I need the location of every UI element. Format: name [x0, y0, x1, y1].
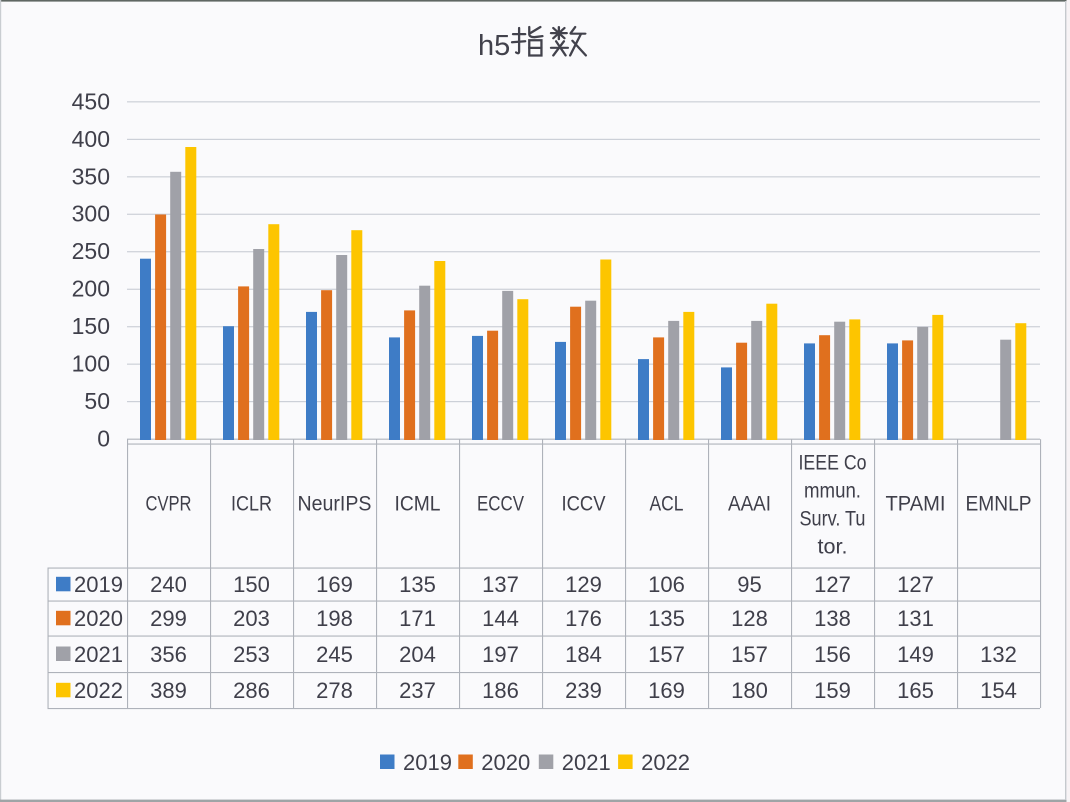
- svg-text:ICML: ICML: [395, 492, 441, 516]
- svg-text:389: 389: [150, 678, 187, 703]
- svg-text:mmun.: mmun.: [804, 479, 861, 503]
- svg-text:165: 165: [897, 678, 934, 703]
- svg-text:Surv. Tu: Surv. Tu: [800, 507, 866, 531]
- svg-text:450: 450: [72, 88, 110, 114]
- svg-text:245: 245: [316, 642, 353, 667]
- svg-text:2020: 2020: [481, 750, 530, 775]
- svg-text:ACL: ACL: [650, 492, 684, 516]
- svg-text:204: 204: [399, 642, 436, 667]
- svg-text:2022: 2022: [641, 750, 690, 775]
- svg-text:171: 171: [399, 606, 436, 631]
- svg-text:2019: 2019: [403, 750, 452, 775]
- svg-text:AAAI: AAAI: [728, 492, 771, 516]
- svg-text:128: 128: [731, 606, 768, 631]
- svg-text:200: 200: [72, 276, 110, 302]
- svg-text:127: 127: [814, 572, 851, 597]
- svg-text:ICLR: ICLR: [231, 492, 272, 516]
- svg-text:CVPR: CVPR: [146, 492, 192, 516]
- svg-text:300: 300: [72, 201, 110, 227]
- svg-text:203: 203: [233, 606, 270, 631]
- svg-text:278: 278: [316, 678, 353, 703]
- svg-text:184: 184: [565, 642, 602, 667]
- svg-text:2022: 2022: [74, 678, 123, 703]
- svg-text:144: 144: [482, 606, 519, 631]
- svg-text:2021: 2021: [562, 750, 611, 775]
- svg-text:IEEE Co: IEEE Co: [799, 451, 867, 475]
- svg-text:EMNLP: EMNLP: [966, 492, 1032, 516]
- svg-text:237: 237: [399, 678, 436, 703]
- svg-text:239: 239: [565, 678, 602, 703]
- svg-text:154: 154: [980, 678, 1017, 703]
- svg-text:180: 180: [731, 678, 768, 703]
- svg-text:100: 100: [72, 351, 110, 377]
- svg-text:0: 0: [97, 426, 110, 452]
- svg-text:149: 149: [897, 642, 934, 667]
- svg-text:2020: 2020: [74, 606, 123, 631]
- svg-text:253: 253: [233, 642, 270, 667]
- svg-text:129: 129: [565, 572, 602, 597]
- svg-text:169: 169: [316, 572, 353, 597]
- svg-text:197: 197: [482, 642, 519, 667]
- svg-text:157: 157: [648, 642, 685, 667]
- svg-text:ICCV: ICCV: [562, 492, 607, 516]
- svg-text:157: 157: [731, 642, 768, 667]
- svg-text:299: 299: [150, 606, 187, 631]
- svg-text:156: 156: [814, 642, 851, 667]
- svg-text:127: 127: [897, 572, 934, 597]
- svg-text:h5: h5: [478, 30, 510, 62]
- svg-text:176: 176: [565, 606, 602, 631]
- svg-text:2019: 2019: [74, 572, 123, 597]
- svg-text:350: 350: [72, 163, 110, 189]
- svg-text:198: 198: [316, 606, 353, 631]
- svg-text:50: 50: [84, 388, 110, 414]
- svg-text:286: 286: [233, 678, 270, 703]
- svg-text:137: 137: [482, 572, 519, 597]
- svg-text:95: 95: [737, 572, 761, 597]
- svg-text:150: 150: [72, 313, 110, 339]
- svg-text:TPAMI: TPAMI: [886, 492, 946, 516]
- svg-text:150: 150: [233, 572, 270, 597]
- svg-text:ECCV: ECCV: [477, 492, 525, 516]
- svg-text:186: 186: [482, 678, 519, 703]
- svg-text:135: 135: [648, 606, 685, 631]
- svg-text:159: 159: [814, 678, 851, 703]
- svg-text:169: 169: [648, 678, 685, 703]
- svg-text:tor.: tor.: [818, 535, 848, 559]
- svg-text:250: 250: [72, 238, 110, 264]
- svg-text:356: 356: [150, 642, 187, 667]
- svg-text:NeurIPS: NeurIPS: [298, 492, 372, 516]
- svg-text:138: 138: [814, 606, 851, 631]
- svg-text:2021: 2021: [74, 642, 123, 667]
- svg-text:135: 135: [399, 572, 436, 597]
- svg-text:106: 106: [648, 572, 685, 597]
- svg-text:400: 400: [72, 126, 110, 152]
- svg-text:131: 131: [897, 606, 934, 631]
- svg-text:240: 240: [150, 572, 187, 597]
- svg-text:132: 132: [980, 642, 1017, 667]
